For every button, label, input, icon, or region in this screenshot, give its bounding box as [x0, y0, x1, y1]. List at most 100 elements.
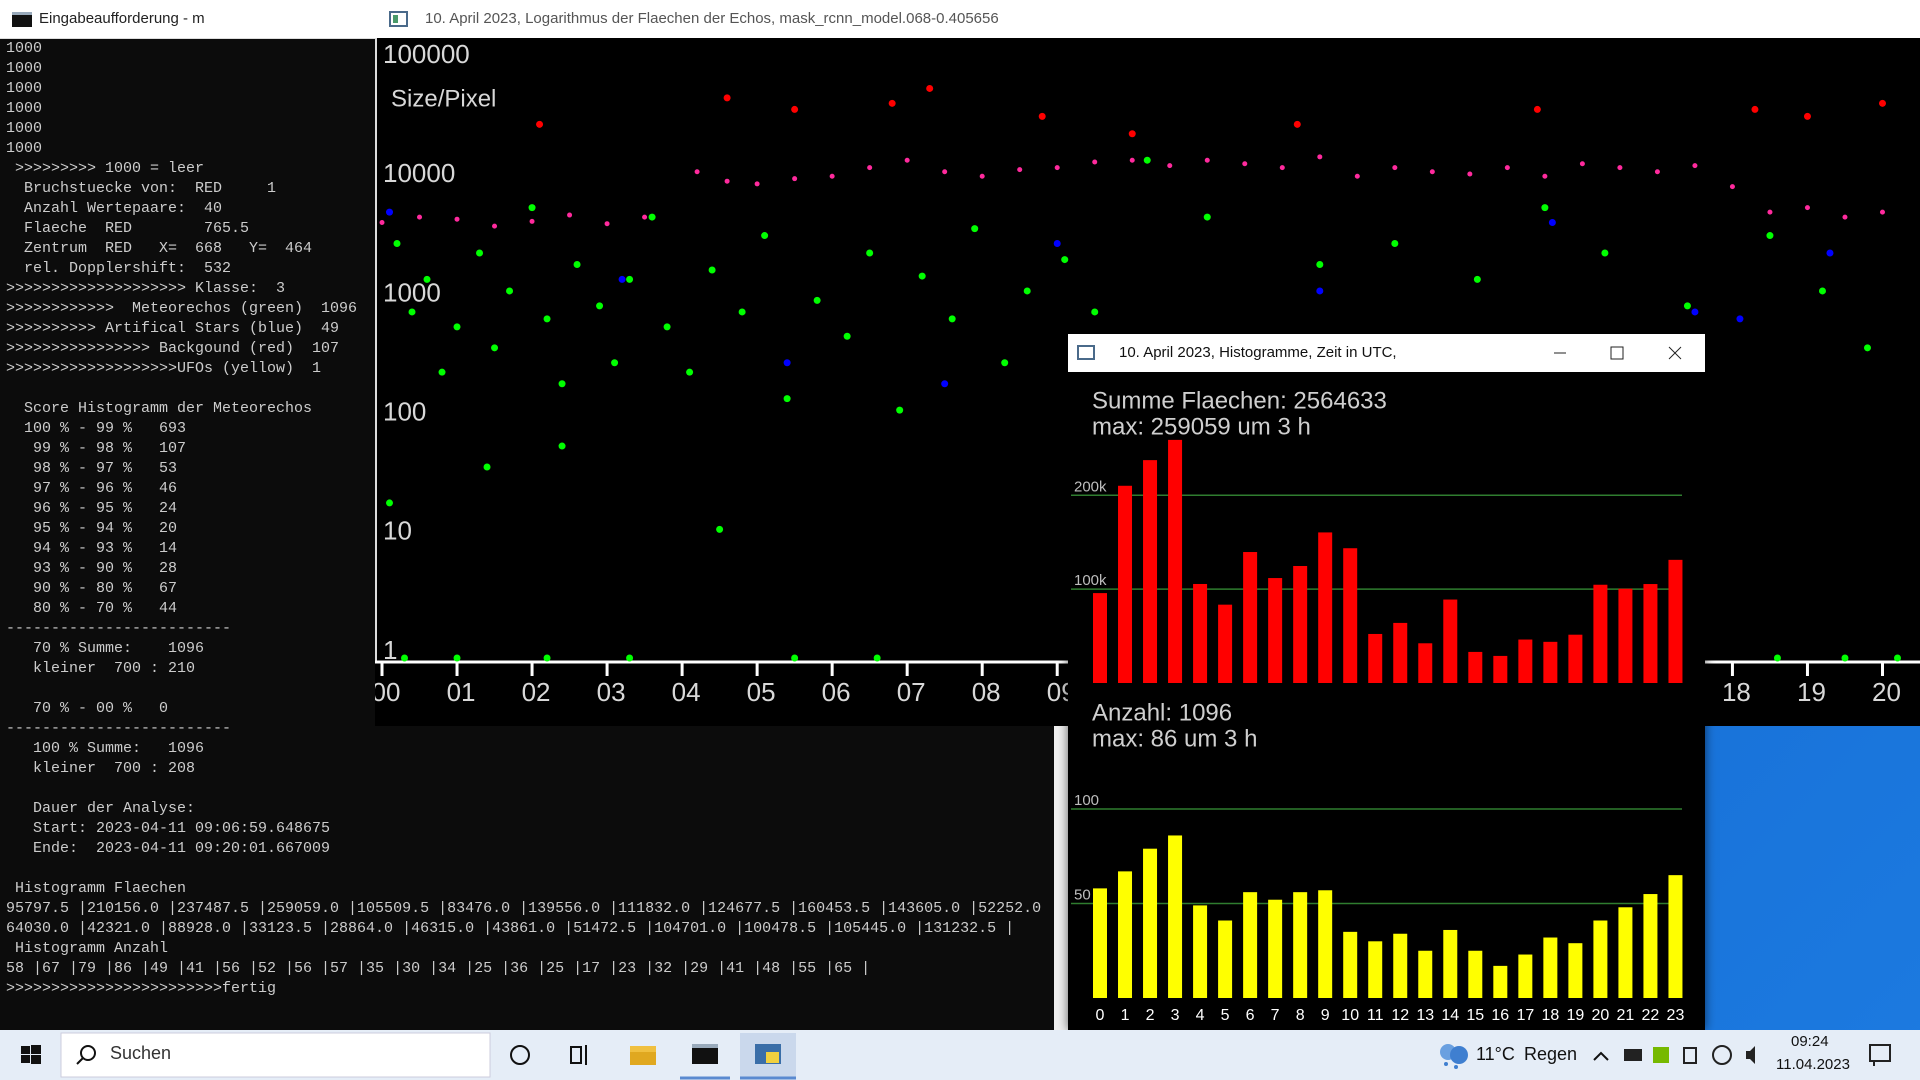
- search-box[interactable]: [60, 1032, 491, 1078]
- data-point: [492, 223, 498, 229]
- search-placeholder[interactable]: Suchen: [110, 1043, 172, 1063]
- x-tick-label: 10: [1341, 1007, 1359, 1024]
- console-line: Score Histogramm der Meteorechos: [6, 400, 313, 417]
- x-tick-label: 13: [1416, 1007, 1434, 1024]
- maximize-button[interactable]: [1610, 346, 1624, 360]
- close-button[interactable]: [1668, 346, 1682, 360]
- data-point: [626, 275, 634, 283]
- data-point: [1683, 302, 1691, 310]
- data-point: [453, 654, 461, 662]
- tray-icon[interactable]: [1683, 1047, 1697, 1064]
- start-button[interactable]: [21, 1045, 41, 1064]
- bar: [1568, 943, 1583, 998]
- temperature[interactable]: 11°C: [1476, 1044, 1515, 1064]
- bar: [1393, 933, 1408, 998]
- title-bar: 10. April 2023, Histogramme, Zeit in UTC…: [1068, 334, 1705, 372]
- bar: [1243, 552, 1258, 683]
- x-tick-label: 18: [1541, 1007, 1559, 1024]
- data-point: [1391, 240, 1399, 248]
- data-point: [904, 157, 910, 163]
- bar: [1643, 584, 1658, 683]
- data-point: [1533, 105, 1541, 113]
- bar: [1618, 588, 1633, 683]
- tray-chevron[interactable]: [1593, 1051, 1609, 1061]
- data-point: [611, 359, 619, 367]
- x-tick-label: 15: [1466, 1007, 1484, 1024]
- y-tick-label: 100: [1074, 792, 1099, 809]
- data-point: [1767, 209, 1773, 215]
- data-point: [1729, 184, 1735, 190]
- task-view-button[interactable]: [570, 1045, 587, 1065]
- data-point: [783, 395, 791, 403]
- data-point: [401, 654, 409, 662]
- bar: [1418, 950, 1433, 998]
- data-point: [926, 84, 934, 92]
- data-point: [1091, 308, 1099, 316]
- scrollbar[interactable]: [1054, 726, 1068, 1030]
- x-tick-label: 21: [1617, 1007, 1635, 1024]
- bar: [1293, 565, 1308, 683]
- data-point: [453, 323, 461, 331]
- python-button[interactable]: [740, 1033, 796, 1080]
- clock-date[interactable]: 11.04.2023: [1776, 1056, 1850, 1073]
- console-line: >>>>>>>>>>>>>>>>>>>> Klasse: 3: [6, 280, 286, 297]
- bar: [1218, 920, 1233, 998]
- cortana-button[interactable]: [510, 1045, 530, 1065]
- y-tick-label: 50: [1074, 886, 1091, 903]
- data-point: [618, 275, 626, 283]
- data-point: [506, 287, 514, 295]
- console-line: >>>>>>>>>>>>>>>> Backgound (red) 107: [6, 340, 340, 357]
- console-line: Bruchstuecke von: RED 1: [6, 180, 277, 197]
- data-point: [1128, 130, 1136, 138]
- bar: [1093, 593, 1107, 683]
- bar: [1168, 439, 1183, 683]
- bar: [1593, 920, 1608, 998]
- data-point: [558, 380, 566, 388]
- console-line: 97 % - 96 % 46: [6, 480, 178, 497]
- data-point: [979, 173, 985, 179]
- data-point: [1579, 161, 1585, 167]
- data-point: [1893, 654, 1901, 662]
- data-point: [1279, 165, 1285, 171]
- x-tick-label: 00: [375, 677, 400, 707]
- console-line: 80 % - 70 % 44: [6, 600, 178, 617]
- data-point: [1392, 165, 1398, 171]
- volume-icon[interactable]: [1746, 1046, 1755, 1064]
- data-point: [761, 232, 769, 240]
- console-line: 1000: [6, 80, 43, 97]
- data-point: [491, 344, 499, 352]
- weather[interactable]: Regen: [1524, 1044, 1578, 1064]
- data-point: [1804, 205, 1810, 211]
- explorer-button[interactable]: [630, 1046, 656, 1065]
- console-line: 58 |67 |79 |86 |49 |41 |56 |52 |56 |57 |…: [6, 960, 871, 977]
- console-line: 100 % Summe: 1096: [6, 740, 205, 757]
- network-icon[interactable]: [1712, 1045, 1732, 1065]
- tray-icon[interactable]: [1624, 1049, 1642, 1061]
- bar: [1443, 599, 1458, 683]
- data-point: [454, 216, 460, 222]
- title-bar: 10. April 2023, Logarithmus der Flaechen…: [375, 0, 1920, 38]
- notification-button[interactable]: [1869, 1044, 1891, 1066]
- histograms: Summe Flaechen: 2564633 max: 259059 um 3…: [1071, 387, 1684, 1024]
- cmd-button[interactable]: [680, 1044, 730, 1080]
- weather-icon[interactable]: [1440, 1044, 1468, 1069]
- bar: [1193, 583, 1208, 683]
- console-line: 90 % - 80 % 67: [6, 580, 178, 597]
- data-point: [873, 654, 881, 662]
- bar: [1218, 604, 1233, 683]
- data-point: [393, 240, 401, 248]
- tray-icon[interactable]: [1653, 1047, 1669, 1063]
- y-tick-label: 10: [383, 516, 412, 546]
- console-line: 98 % - 97 % 53: [6, 460, 178, 477]
- data-point: [1092, 159, 1098, 165]
- bar: [1493, 965, 1508, 998]
- data-point: [1841, 654, 1849, 662]
- clock-time[interactable]: 09:24: [1791, 1033, 1829, 1050]
- bar: [1093, 888, 1107, 998]
- data-point: [1429, 169, 1435, 175]
- x-tick-label: 1: [1121, 1007, 1130, 1024]
- x-tick-label: 07: [897, 677, 926, 707]
- x-tick-label: 12: [1391, 1007, 1409, 1024]
- bar: [1368, 941, 1383, 998]
- console-line: >>>>>>>>>> Artifical Stars (blue) 49: [6, 320, 340, 337]
